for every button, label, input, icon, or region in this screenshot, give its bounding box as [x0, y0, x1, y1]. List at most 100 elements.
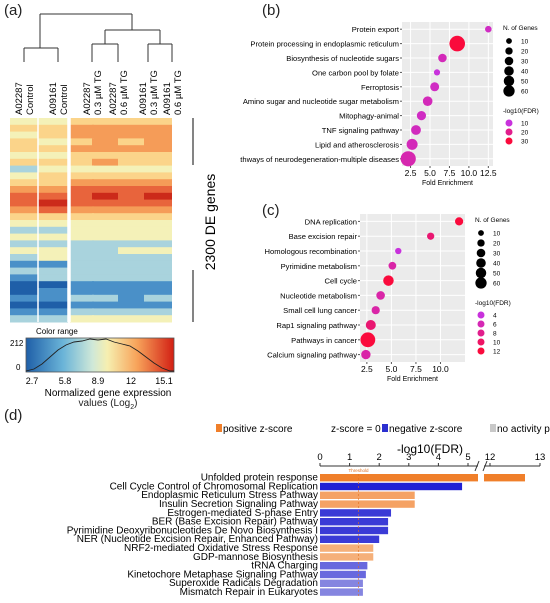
heatmap-cell: [38, 308, 68, 316]
color-range-ticks: 2.7 5.8 8.9 12 15.1: [26, 376, 173, 386]
svg-text:Control: Control: [25, 84, 36, 115]
heatmap-cell: [144, 145, 172, 153]
heatmap-cell: [144, 281, 172, 289]
size-legend-title: N. of Genes: [475, 217, 510, 224]
color-legend-label: 6: [493, 322, 497, 329]
heatmap-cell: [38, 247, 68, 255]
legend-label: z-score = 0: [331, 424, 381, 435]
heatmap-cell: [144, 247, 172, 255]
heatmap-cell: [10, 124, 38, 133]
panel-label-b: (b): [262, 2, 281, 19]
heatmap-cell: [92, 192, 118, 201]
data-point: [388, 261, 397, 270]
color-range-tick: 2.7: [26, 376, 39, 386]
heatmap-cell: [118, 192, 144, 201]
x-tick-label: 5: [465, 452, 470, 463]
svg-text:A09161: A09161: [48, 82, 59, 115]
heatmap-cell: [144, 254, 172, 262]
bar-label: Insulin Secretion Signaling Pathway: [159, 499, 318, 510]
heatmap-cell: [38, 138, 68, 146]
svg-text:0.6 µM TG: 0.6 µM TG: [173, 70, 184, 115]
size-legend-label: 60: [521, 89, 529, 96]
heatmap-cell: [10, 206, 38, 214]
color-legend-label: 30: [521, 139, 529, 146]
heatmap-cell: [38, 172, 68, 180]
x-tick-label: 5.0: [385, 364, 397, 374]
heatmap-cell: [92, 294, 118, 303]
category-label: TNF signaling pathway: [322, 126, 399, 135]
heatmap-cell: [70, 233, 94, 241]
heatmap-cell: [38, 186, 68, 194]
size-legend-label: 50: [521, 79, 529, 86]
heatmap-cell: [92, 213, 118, 221]
heatmap-cell: [70, 172, 94, 180]
bar-label: Superoxide Radicals Degradation: [169, 578, 318, 589]
heatmap-cell: [92, 165, 118, 173]
data-point: [430, 82, 440, 92]
svg-text:0.6 µM TG: 0.6 µM TG: [119, 70, 130, 115]
heatmap-cell: [70, 240, 94, 248]
heatmap-cell: [38, 152, 68, 160]
heatmap-cell: [118, 233, 144, 241]
color-legend-label: 8: [493, 331, 497, 338]
data-point: [455, 217, 464, 226]
legend-swatch: [490, 424, 496, 432]
heatmap-cell: [92, 145, 118, 153]
color-legend-title: -log10(FDR): [503, 108, 539, 115]
heatmap-cell: [118, 152, 144, 160]
x-tick-label: 12: [485, 452, 496, 463]
size-legend-title: N. of Genes: [503, 25, 538, 32]
size-legend-dot: [476, 248, 486, 258]
svg-text:0.3 µM TG: 0.3 µM TG: [149, 70, 160, 115]
bar: [320, 491, 415, 499]
heatmap-cell: [144, 213, 172, 221]
heatmap-cell: [144, 294, 172, 303]
color-legend-label: 10: [493, 340, 501, 347]
heatmap-cell: [92, 124, 118, 133]
heatmap-cell: [92, 220, 118, 228]
category-label: Calcium signaling pathway: [267, 351, 357, 360]
heatmap-cell: [118, 226, 144, 235]
heatmap-cells: [10, 118, 172, 323]
heatmap-cell: [10, 165, 38, 173]
bar: [320, 526, 389, 535]
size-legend-dot: [475, 277, 487, 289]
data-point: [383, 275, 394, 286]
heatmap-cell: [118, 247, 144, 255]
heatmap-cell: [144, 240, 172, 248]
heatmap-cell: [92, 260, 118, 269]
heatmap-cell: [70, 288, 94, 296]
category-label: Ferroptosis: [361, 83, 399, 92]
data-point: [406, 138, 418, 150]
heatmap-cell: [38, 294, 68, 303]
data-point: [376, 291, 385, 300]
heatmap-cell: [144, 138, 172, 146]
heatmap-cell: [70, 165, 94, 173]
size-legend-label: 60: [493, 281, 501, 288]
legend: positive z-score z-score = 0 negative z-sc…: [216, 424, 550, 435]
heatmap-cell: [144, 226, 172, 235]
svg-text:A02287: A02287: [14, 82, 25, 115]
heatmap-cell: [10, 240, 38, 248]
heatmap-cell: [92, 288, 118, 296]
data-point: [427, 232, 435, 240]
heatmap-cell: [92, 206, 118, 214]
heatmap-cell: [70, 226, 94, 235]
size-legend-dot: [504, 66, 514, 76]
heatmap-cell: [38, 315, 68, 323]
chart-d-title: -log10(FDR): [397, 442, 463, 456]
sample-label: A09161 0.6 µM TG: [162, 70, 184, 115]
heatmap-cell: [118, 199, 144, 207]
color-legend-label: 20: [521, 130, 529, 137]
heatmap-cell: [70, 131, 94, 139]
size-legend-label: 10: [493, 231, 501, 238]
heatmap-cell: [118, 145, 144, 153]
color-legend-label: 10: [521, 121, 529, 128]
heatmap-cell: [144, 199, 172, 207]
heatmap-cell: [38, 274, 68, 282]
bar: [320, 474, 478, 482]
heatmap-cell: [144, 172, 172, 180]
heatmap-cell: [144, 192, 172, 201]
heatmap-cell: [10, 220, 38, 228]
bar-label: NRF2-mediated Oxidative Stress Response: [124, 543, 318, 554]
